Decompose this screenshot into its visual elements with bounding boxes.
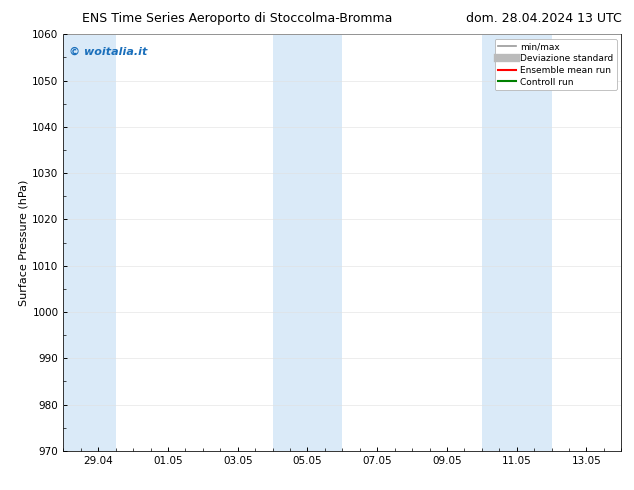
Bar [273, 34, 342, 451]
Y-axis label: Surface Pressure (hPa): Surface Pressure (hPa) [18, 179, 28, 306]
Legend: min/max, Deviazione standard, Ensemble mean run, Controll run: min/max, Deviazione standard, Ensemble m… [495, 39, 617, 90]
Text: dom. 28.04.2024 13 UTC: dom. 28.04.2024 13 UTC [465, 12, 621, 25]
Text: © woitalia.it: © woitalia.it [69, 47, 147, 57]
Text: ENS Time Series Aeroporto di Stoccolma-Bromma: ENS Time Series Aeroporto di Stoccolma-B… [82, 12, 393, 25]
Bar [482, 34, 552, 451]
Bar [63, 34, 115, 451]
